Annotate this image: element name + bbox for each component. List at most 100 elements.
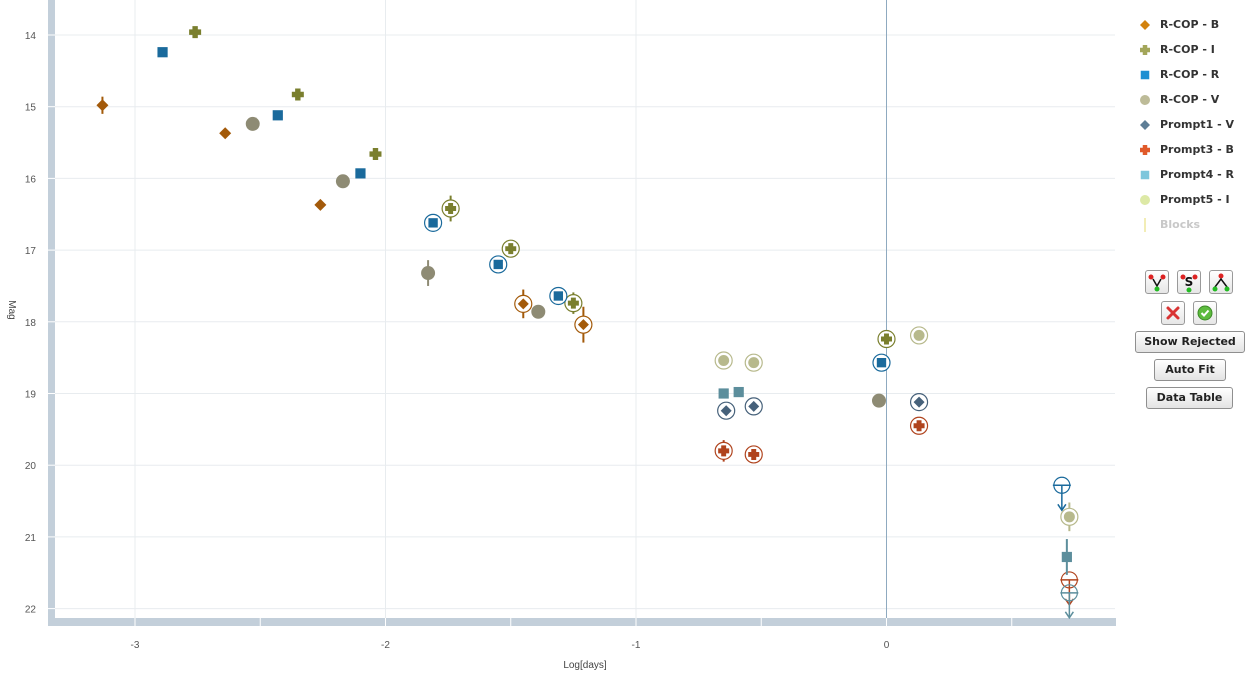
data-point[interactable] (717, 401, 736, 420)
x-tick-label: -3 (131, 640, 140, 651)
series-prompt4-r[interactable] (718, 386, 1079, 620)
data-point[interactable] (219, 127, 232, 140)
data-point[interactable] (1052, 476, 1071, 512)
x-tick-label: 0 (884, 640, 890, 651)
data-point[interactable] (291, 88, 304, 101)
legend-line-icon (1144, 218, 1146, 232)
legend-item[interactable]: R-COP - R (1138, 64, 1248, 89)
data-point[interactable] (1060, 502, 1079, 532)
legend-label: Prompt5 - I (1160, 193, 1230, 206)
y-tick-label: 17 (25, 246, 37, 257)
light-curve-chart[interactable]: -3 -2 -1 0 14 15 16 17 18 19 20 21 22 Log[days] Mag (0, 0, 1120, 673)
data-point[interactable] (531, 304, 546, 319)
x-axis-label: Log[days] (563, 660, 607, 671)
data-point[interactable] (514, 289, 533, 319)
data-point[interactable] (714, 351, 733, 370)
data-point[interactable] (314, 198, 327, 211)
y-tick-label: 19 (25, 390, 37, 401)
data-point[interactable] (871, 393, 886, 408)
legend: R-COP - B R-COP - I R-COP - R R-COP - V Prom… (1138, 14, 1248, 239)
data-point[interactable] (355, 168, 366, 179)
legend-label: Prompt3 - B (1160, 143, 1234, 156)
data-point[interactable] (574, 306, 593, 343)
data-point[interactable] (96, 96, 109, 114)
data-point[interactable] (744, 445, 763, 464)
legend-item[interactable]: Prompt4 - R (1138, 164, 1248, 189)
legend-item[interactable]: Prompt5 - I (1138, 189, 1248, 214)
data-point[interactable] (423, 213, 443, 232)
data-point[interactable] (549, 286, 568, 306)
select-points-icon[interactable] (1145, 270, 1169, 294)
y-tick-label: 14 (25, 31, 37, 42)
legend-diamond-icon (1140, 20, 1150, 30)
data-point[interactable] (1061, 539, 1072, 575)
data-point[interactable] (441, 195, 460, 222)
data-point[interactable] (744, 353, 763, 372)
data-point[interactable] (877, 329, 896, 349)
y-axis-label: Mag (6, 300, 17, 319)
legend-item[interactable]: R-COP - I (1138, 39, 1248, 64)
data-point[interactable] (718, 388, 729, 399)
legend-label: Prompt4 - R (1160, 168, 1234, 181)
accept-icon[interactable] (1193, 301, 1217, 325)
data-point[interactable] (157, 47, 168, 58)
legend-label: Prompt1 - V (1160, 118, 1235, 131)
data-point[interactable] (909, 393, 929, 412)
legend-circle-icon (1140, 95, 1150, 105)
series-r-cop-v[interactable] (245, 116, 886, 408)
data-point[interactable] (909, 326, 929, 345)
series-r-cop-r[interactable] (157, 47, 1071, 512)
plot-area (55, 0, 1115, 618)
reject-icon[interactable] (1161, 301, 1185, 325)
select-series-icon[interactable]: S (1177, 270, 1201, 294)
legend-label: Blocks (1160, 218, 1201, 231)
legend-item[interactable]: R-COP - B (1138, 14, 1248, 39)
data-table-button[interactable]: Data Table (1146, 387, 1233, 409)
data-point[interactable] (189, 26, 202, 39)
legend-plus-icon (1140, 45, 1150, 55)
data-point[interactable] (872, 353, 891, 372)
y-axis-bar (48, 0, 55, 626)
legend-label: R-COP - R (1160, 68, 1220, 81)
y-tick-label: 18 (25, 318, 37, 329)
data-points[interactable] (96, 26, 1079, 620)
auto-fit-button[interactable]: Auto Fit (1154, 359, 1226, 381)
axes (48, 0, 1116, 626)
y-tick-label: 21 (25, 533, 37, 544)
data-point[interactable] (272, 110, 283, 121)
series-prompt1-v[interactable] (717, 393, 929, 420)
legend-plus-icon (1140, 145, 1150, 155)
y-tick-label: 22 (25, 605, 37, 616)
legend-item[interactable]: Blocks (1138, 214, 1248, 239)
data-point[interactable] (564, 292, 583, 314)
series-prompt3-b[interactable] (714, 416, 1079, 607)
legend-item[interactable]: Prompt1 - V (1138, 114, 1248, 139)
x-tick-labels: -3 -2 -1 0 (131, 640, 890, 651)
series-r-cop-i[interactable] (189, 26, 896, 349)
svg-text:S: S (1185, 275, 1194, 289)
data-point[interactable] (501, 239, 520, 258)
show-rejected-button[interactable]: Show Rejected (1135, 331, 1245, 353)
series-prompt5-i[interactable] (714, 326, 1079, 532)
data-point[interactable] (335, 174, 350, 189)
data-point[interactable] (714, 440, 733, 462)
select-range-icon[interactable] (1209, 270, 1233, 294)
data-point[interactable] (909, 416, 929, 435)
legend-label: R-COP - B (1160, 18, 1220, 31)
data-point[interactable] (744, 397, 763, 416)
y-tick-label: 20 (25, 461, 37, 472)
x-tick-label: -1 (632, 640, 641, 651)
legend-square-icon (1140, 170, 1150, 180)
data-point[interactable] (369, 148, 382, 161)
legend-label: R-COP - I (1160, 43, 1215, 56)
y-tick-label: 16 (25, 174, 37, 185)
y-tick-labels: 14 15 16 17 18 19 20 21 22 (25, 31, 37, 616)
data-point[interactable] (1060, 584, 1079, 620)
data-point[interactable] (733, 386, 744, 398)
data-point[interactable] (489, 255, 508, 274)
legend-item[interactable]: Prompt3 - B (1138, 139, 1248, 164)
data-point[interactable] (245, 116, 260, 131)
series-r-cop-b[interactable] (96, 96, 593, 343)
legend-item[interactable]: R-COP - V (1138, 89, 1248, 114)
data-point[interactable] (421, 260, 436, 286)
